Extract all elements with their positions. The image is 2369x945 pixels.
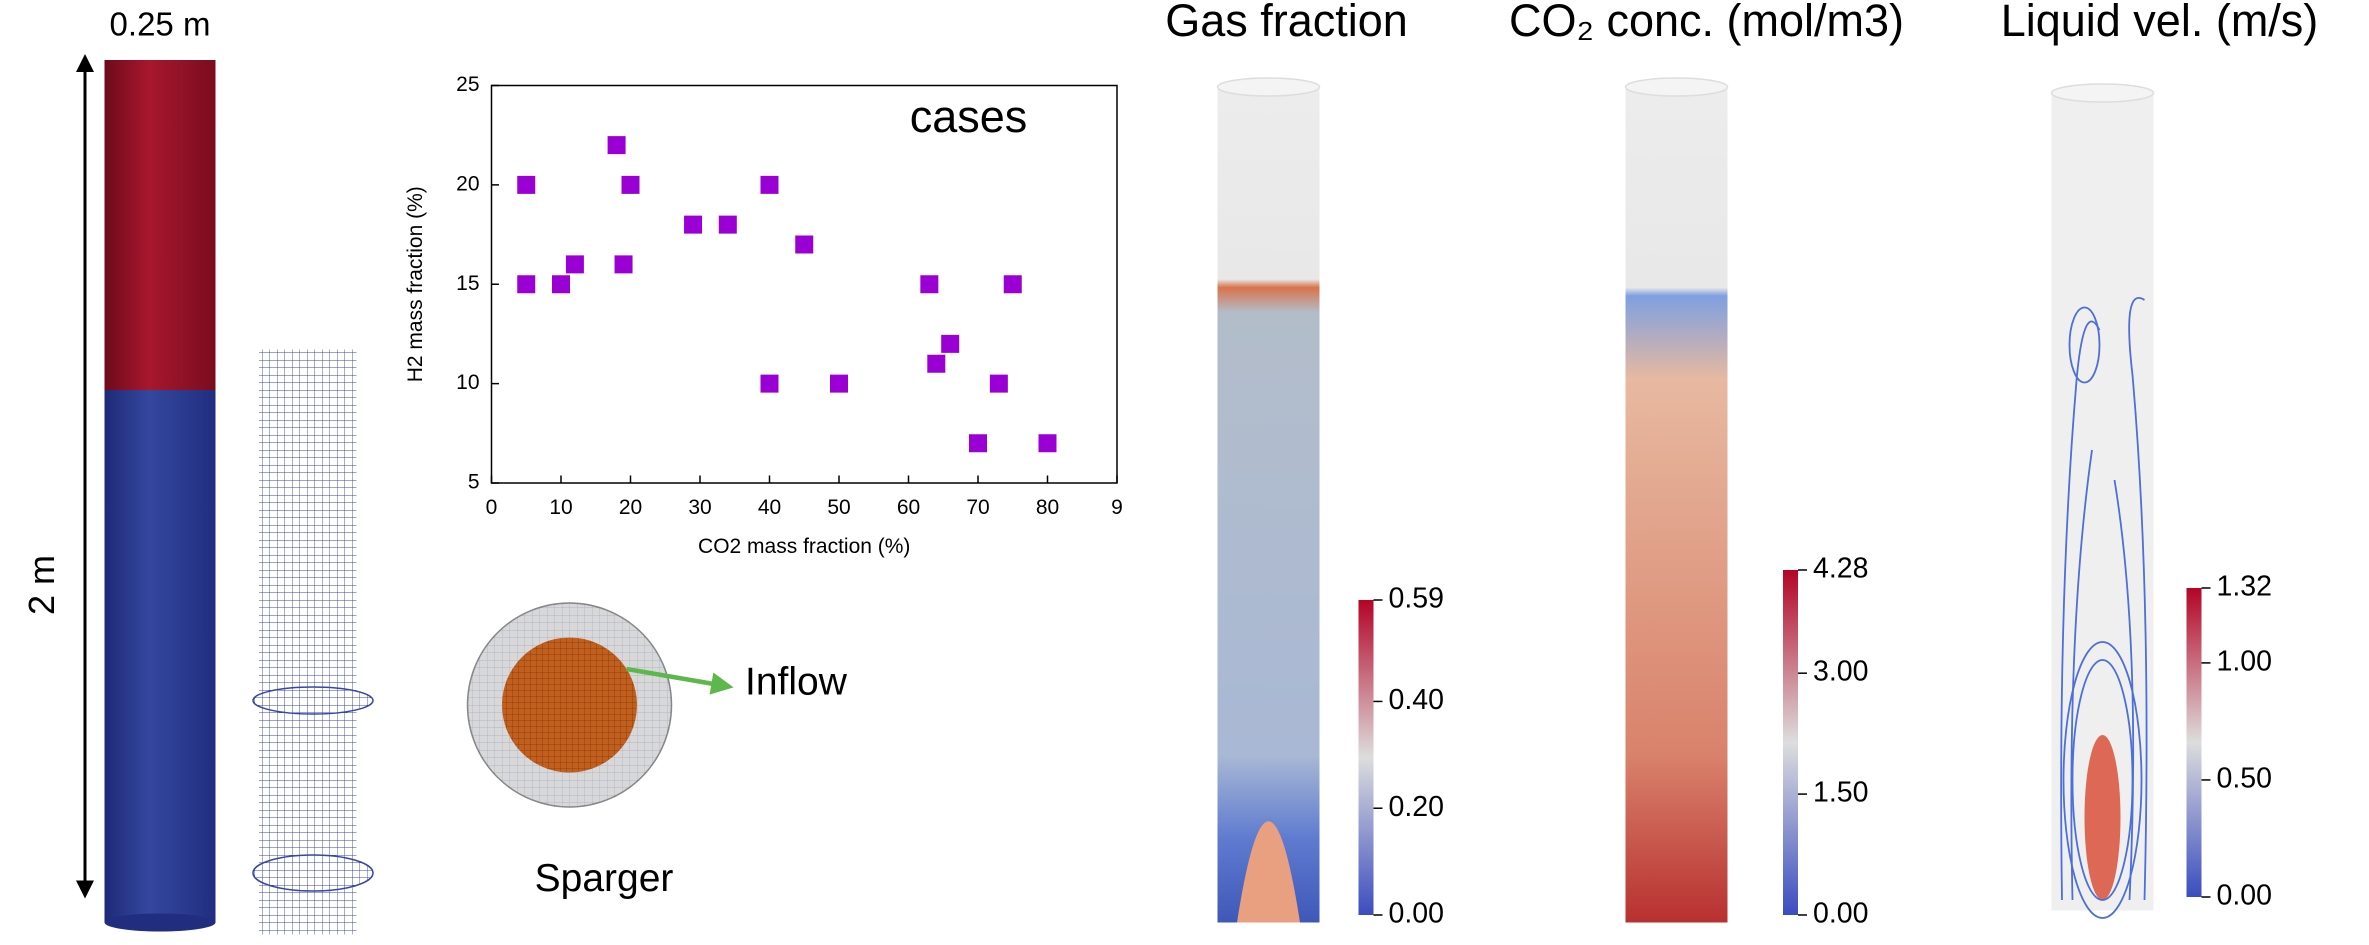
gas-fraction-field [1217, 87, 1320, 923]
mesh-bottom [252, 854, 374, 892]
cylinder-base [104, 913, 216, 932]
y-axis-label: H2 mass fraction (%) [404, 186, 427, 382]
colorbar-tick-label: 0.00 [1813, 898, 1868, 930]
x-tick-label: 80 [1036, 496, 1059, 519]
inflow-arrow [626, 666, 734, 695]
y-tick-label: 25 [456, 73, 479, 96]
annotation: cases [910, 91, 1028, 142]
point [969, 434, 987, 453]
point [760, 175, 779, 194]
gas-plume [1237, 821, 1300, 923]
point [552, 275, 570, 294]
colorbar-tick-label: 1.50 [1813, 777, 1868, 809]
point [1003, 275, 1022, 294]
point [927, 354, 946, 373]
colorbar-tick-label: 0.00 [1389, 898, 1444, 930]
x-tick-label: 30 [688, 496, 711, 519]
mesh [259, 349, 357, 935]
mesh-sparger [252, 686, 374, 715]
liquid-region [104, 60, 216, 390]
sparger-inlet [502, 637, 637, 773]
cylinder-top [1624, 77, 1729, 97]
plot-frame [490, 84, 1118, 484]
colorbar-tick-label: 3.00 [1813, 656, 1868, 688]
x-tick-label: 20 [619, 496, 642, 519]
gas-region [104, 390, 216, 923]
point [614, 255, 633, 274]
field-title: Liquid vel. (m/s) [2001, 0, 2319, 46]
point [621, 175, 640, 194]
colorbar [2186, 588, 2202, 897]
point [989, 374, 1008, 393]
cylinder-top [1216, 77, 1321, 97]
colorbar-tick-label: 1.32 [2217, 571, 2272, 603]
y-tick-label: 15 [456, 272, 479, 295]
colorbar-tick-label: 0.40 [1389, 684, 1444, 716]
point [920, 275, 939, 294]
x-axis-label: CO2 mass fraction (%) [698, 535, 910, 558]
colorbar-tick-label: 4.28 [1813, 553, 1868, 585]
x-tick-label: 50 [827, 496, 850, 519]
colorbar-tick-label: 0.00 [2217, 880, 2272, 912]
colorbar [1783, 570, 1798, 915]
field-title: Gas fraction [1165, 0, 1408, 46]
point [565, 255, 584, 274]
y-tick-label: 20 [456, 172, 479, 195]
colorbar-tick-label: 0.59 [1389, 583, 1444, 615]
diameter-label: 0.25 m [110, 6, 211, 43]
point [517, 275, 536, 294]
x-tick-label: 40 [758, 496, 781, 519]
colorbar-tick-label: 0.20 [1389, 791, 1444, 823]
colorbar [1358, 600, 1374, 915]
x-tick-label: 60 [897, 496, 920, 519]
co2-field [1625, 87, 1728, 923]
point [517, 175, 536, 194]
point [1038, 434, 1057, 453]
point [760, 374, 779, 393]
point [718, 215, 737, 234]
point [830, 374, 848, 393]
point [795, 235, 814, 254]
height-label: 2 m [21, 555, 62, 615]
x-tick-label: 10 [549, 496, 572, 519]
streamlines [2060, 297, 2148, 919]
point [607, 136, 626, 155]
x-tick-label: 0 [486, 496, 498, 519]
x-tick-label: 70 [966, 496, 989, 519]
cylinder-top [2050, 83, 2155, 103]
y-tick-label: 10 [456, 371, 479, 394]
sparger-label: Sparger [535, 857, 674, 900]
field-title: CO₂ conc. (mol/m3) [1509, 0, 1904, 46]
inflow-label: Inflow [745, 660, 848, 703]
x-tick-label: 9 [1111, 496, 1123, 519]
point [941, 334, 960, 353]
colorbar-tick-label: 0.50 [2217, 762, 2272, 794]
colorbar-tick-label: 1.00 [2217, 645, 2272, 677]
y-tick-label: 5 [468, 471, 480, 494]
point [684, 215, 703, 234]
velocity-jet [2084, 735, 2121, 900]
